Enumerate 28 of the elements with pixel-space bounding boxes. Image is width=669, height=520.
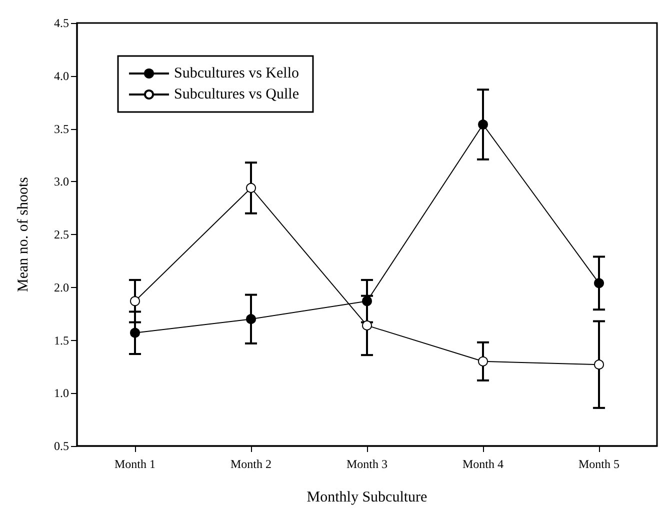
point [130, 328, 140, 338]
point [130, 296, 140, 306]
y-tick-label: 1.0 [54, 386, 69, 400]
x-tick-label: Month 4 [462, 457, 504, 471]
y-tick-label: 2.5 [54, 228, 69, 242]
y-tick-label: 4.0 [54, 68, 69, 83]
point [246, 182, 256, 193]
point [478, 356, 488, 366]
legend-label: Subcultures vs Kello [174, 66, 299, 82]
point [594, 278, 604, 288]
y-axis-title: Mean no. of shoots [16, 176, 32, 292]
y-tick-label: 2.0 [54, 280, 69, 294]
x-tick-label: Month 1 [114, 457, 156, 471]
point [246, 314, 256, 324]
y-tick-label: 0.5 [54, 439, 69, 453]
y-tick-label: 4.5 [54, 16, 69, 30]
x-tick-label: Month 2 [230, 457, 272, 471]
y-tick-label: 3.0 [54, 174, 69, 189]
point [478, 120, 488, 130]
y-tick-label: 3.5 [54, 122, 69, 136]
point [362, 320, 372, 330]
point [362, 296, 372, 306]
point [594, 360, 604, 370]
legend-label: Subcultures vs Qulle [174, 86, 300, 102]
x-axis-title: Monthly Subculture [306, 490, 428, 506]
x-tick-label: Month 5 [578, 457, 620, 471]
x-tick-label: Month 3 [346, 457, 388, 471]
y-tick-label: 1.5 [54, 333, 69, 348]
